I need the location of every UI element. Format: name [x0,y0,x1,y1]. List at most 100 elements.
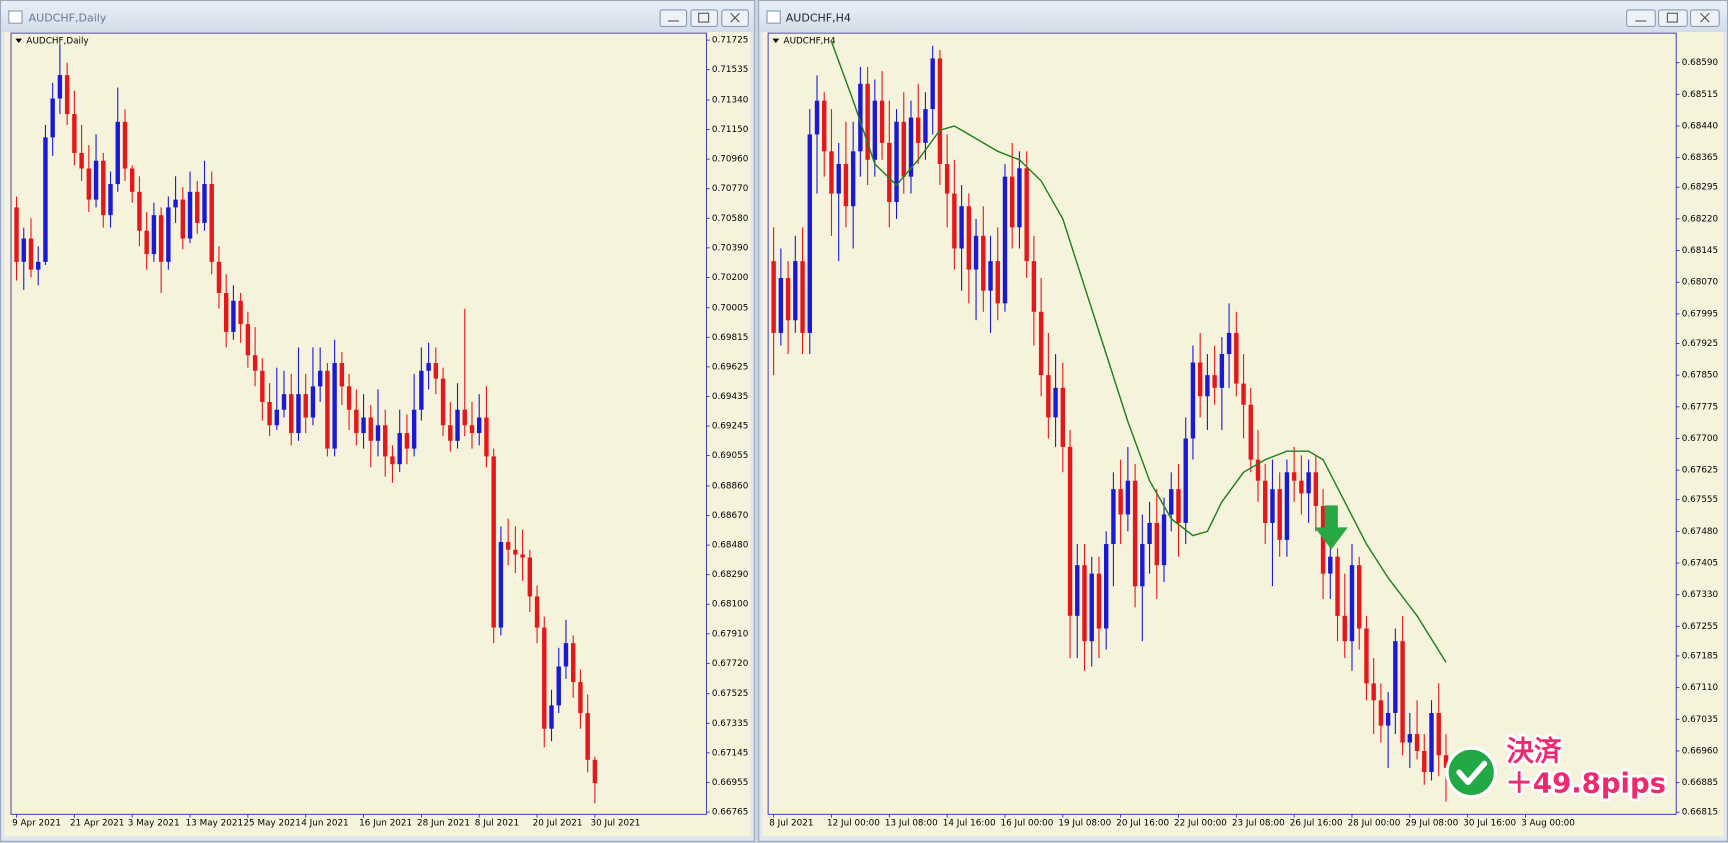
candle-body [86,168,92,200]
y-tick-label: 0.67525 [712,689,748,699]
y-tick-label: 0.69245 [712,422,748,432]
candle-body [267,401,272,426]
window-title: AUDCHF,Daily [29,12,107,25]
candle-body [1320,506,1326,574]
candle-body [477,417,482,434]
menu-triangle[interactable] [772,38,780,44]
candle-body [836,164,841,194]
annotation-text: ＋49.8pips [1505,768,1666,800]
candle-body [1176,489,1181,523]
y-tick-label: 0.67850 [1682,371,1719,381]
y-tick-label: 0.66815 [1682,808,1718,818]
x-tick-label: 3 Aug 00:00 [1521,819,1575,829]
candle-body [1205,375,1210,397]
candle-body [223,292,229,332]
x-tick-label: 4 Jun 2021 [301,819,348,829]
candle-body [1364,628,1369,684]
check-icon [1445,746,1498,799]
candle-body [527,557,533,597]
candle-body [419,370,424,410]
candle-body [534,596,540,628]
y-tick-label: 0.68290 [712,570,749,580]
candle-body [952,193,957,249]
candle-body [462,409,467,426]
candle-body [1140,544,1145,587]
candle-body [144,230,149,255]
candle-body [513,549,518,555]
candle-body [426,363,431,371]
candle-body [556,666,561,706]
x-tick-label: 20 Jul 16:00 [1116,819,1169,829]
y-tick-label: 0.66885 [1682,778,1718,788]
candle-body [310,386,316,418]
candle-body [281,394,287,410]
candle-body [944,164,950,194]
candle-body [1118,489,1123,515]
candle-body [542,627,547,729]
candle-body [93,160,99,200]
y-tick-label: 0.67335 [712,719,748,729]
candle-body [505,541,511,550]
candle-body [1299,480,1304,494]
y-tick-label: 0.67480 [1682,527,1719,537]
y-tick-label: 0.67255 [1682,622,1718,632]
candle-body [850,151,856,207]
candle-body [908,117,914,177]
candle-body [101,160,106,216]
x-tick-label: 22 Jul 00:00 [1174,819,1227,829]
candle-body [1060,387,1066,447]
y-tick-label: 0.68100 [712,600,749,610]
restore-button[interactable] [1658,9,1688,28]
y-tick-label: 0.67910 [712,629,749,639]
moving-average [830,41,1447,663]
icon [1700,12,1710,23]
candle-body [549,705,554,729]
y-tick-label: 0.67330 [1682,590,1719,600]
candle-body [339,363,345,387]
candle-body [1111,489,1116,545]
minimize-button[interactable] [659,9,688,28]
candle-body [995,261,1000,304]
window-buttons[interactable] [1626,9,1720,28]
window-buttons[interactable] [659,9,749,28]
candle-body [43,137,48,262]
candle-body [872,100,878,160]
candle-body [129,168,135,192]
x-tick-label: 12 Jul 00:00 [827,819,880,829]
x-tick-label: 30 Jul 16:00 [1463,819,1516,829]
candle-body [1313,472,1319,507]
candle-body [289,394,294,434]
candle-body [778,278,784,333]
candle-body [1328,556,1333,574]
candle-body [1132,480,1138,587]
y-tick-label: 0.67995 [1682,309,1718,319]
candle-body [563,643,569,667]
icon [730,12,740,23]
candle-body [1234,332,1239,384]
restore-button[interactable] [690,9,718,28]
candle-body [1197,362,1203,397]
menu-triangle[interactable] [15,38,23,44]
x-tick-label: 26 Jul 16:00 [1290,819,1343,829]
minimize-button[interactable] [1626,9,1656,28]
y-tick-label: 0.70390 [712,243,749,253]
candle-body [916,117,921,143]
annotation-text: 決済 [1506,736,1562,768]
candle-body [973,235,979,270]
y-tick-label: 0.67625 [1682,466,1718,476]
window-icon [8,10,23,24]
y-tick-label: 0.69435 [712,392,748,402]
plot-border [10,32,707,815]
y-tick-label: 0.67405 [1682,559,1718,569]
candle-body [592,759,598,784]
x-tick-label: 16 Jun 2021 [359,819,412,829]
candle-body [1263,480,1268,523]
y-tick-label: 0.70960 [712,155,749,165]
y-tick-label: 0.68670 [712,511,749,521]
candle-body [296,394,301,434]
y-tick-label: 0.66955 [712,778,748,788]
candle-body [1212,375,1217,388]
window-icon [766,10,781,24]
y-tick-label: 0.67720 [712,659,749,669]
